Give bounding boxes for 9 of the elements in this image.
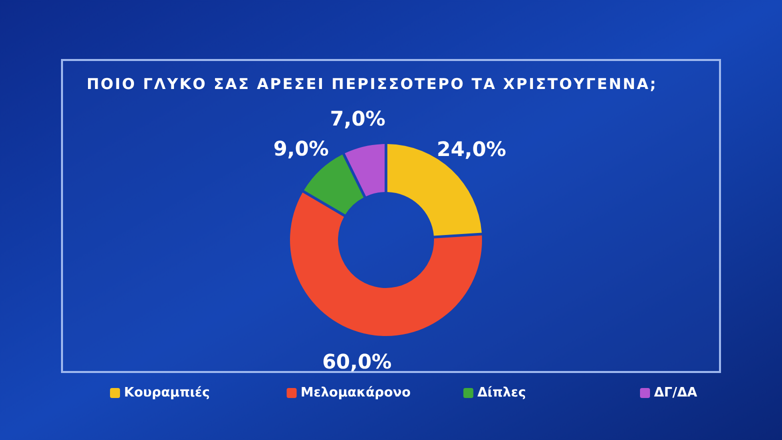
data-label: 7,0%: [330, 106, 386, 130]
legend-label: Κουραμπιές: [124, 386, 210, 400]
chart-title: ΠΟΙΟ ΓΛΥΚΟ ΣΑΣ ΑΡΕΣΕΙ ΠΕΡΙΣΣΟΤΕΡΟ ΤΑ ΧΡΙΣΤΟΥΓΕΝΝΑ;: [86, 75, 658, 93]
data-label: 9,0%: [273, 136, 329, 161]
data-label: 60,0%: [322, 349, 392, 374]
legend-label: Δίπλες: [477, 386, 526, 400]
legend-label: ΔΓ/ΔΑ: [654, 386, 698, 400]
legend-label: Μελομακάρονο: [300, 386, 411, 400]
data-label: 24,0%: [436, 137, 506, 162]
